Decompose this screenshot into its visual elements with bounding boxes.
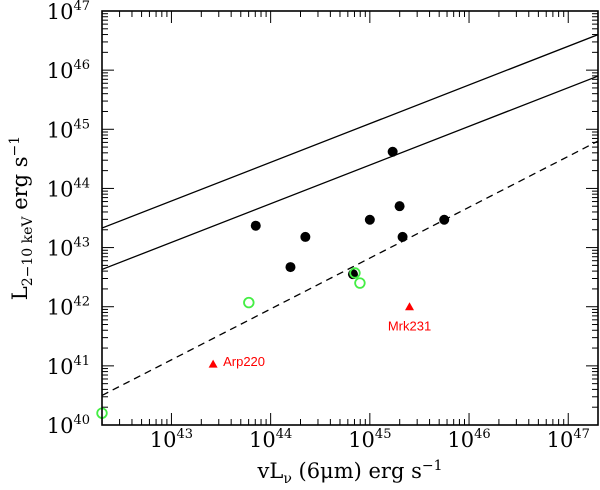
red-triangle-point [405, 302, 415, 311]
y-tick-label: 1042 [47, 295, 90, 320]
black-data-point [364, 214, 375, 225]
black-data-point [394, 201, 405, 212]
black-data-point [300, 231, 311, 242]
annotation-mrk231: Mrk231 [388, 319, 431, 334]
y-tick-label: 1040 [47, 413, 90, 438]
x-tick-label: 1046 [447, 427, 490, 452]
green-open-data-point [354, 277, 366, 289]
plot-frame [101, 10, 599, 426]
upper-relation-line [102, 34, 598, 229]
axis-ticks [101, 10, 598, 426]
relation-lines [102, 34, 598, 397]
data-points [96, 146, 450, 419]
red-triangle-point [208, 359, 218, 368]
lower-limit-line [102, 140, 598, 397]
lower-relation-line [102, 75, 598, 271]
x-axis-title: vLν (6μm) erg s−1 [257, 458, 443, 487]
green-open-data-point [243, 296, 255, 309]
y-tick-label: 1041 [47, 354, 90, 379]
x-tick-label: 1047 [547, 427, 590, 452]
black-data-point [250, 220, 261, 231]
green-open-data-point [349, 267, 361, 279]
y-tick-label: 1047 [47, 0, 90, 24]
y-tick-label: 1044 [47, 176, 90, 201]
x-tick-label: 1045 [348, 427, 391, 452]
y-tick-label: 1046 [47, 58, 90, 83]
x-tick-label: 1043 [150, 427, 193, 452]
y-tick-label: 1043 [47, 236, 90, 261]
x-tick-label: 1044 [249, 427, 292, 452]
y-tick-label: 1045 [47, 117, 90, 142]
annotation-arp220: Arp220 [223, 354, 265, 369]
black-data-point [387, 146, 398, 157]
tick-labels: 1043 1044 1045 1046 1047 1040 1041 1042 1043 1044… [47, 0, 590, 452]
y-axis-title: L2−10 keV erg s−1 [7, 136, 36, 300]
black-data-point [439, 214, 450, 225]
black-data-point [285, 262, 296, 273]
black-data-point [397, 231, 408, 242]
